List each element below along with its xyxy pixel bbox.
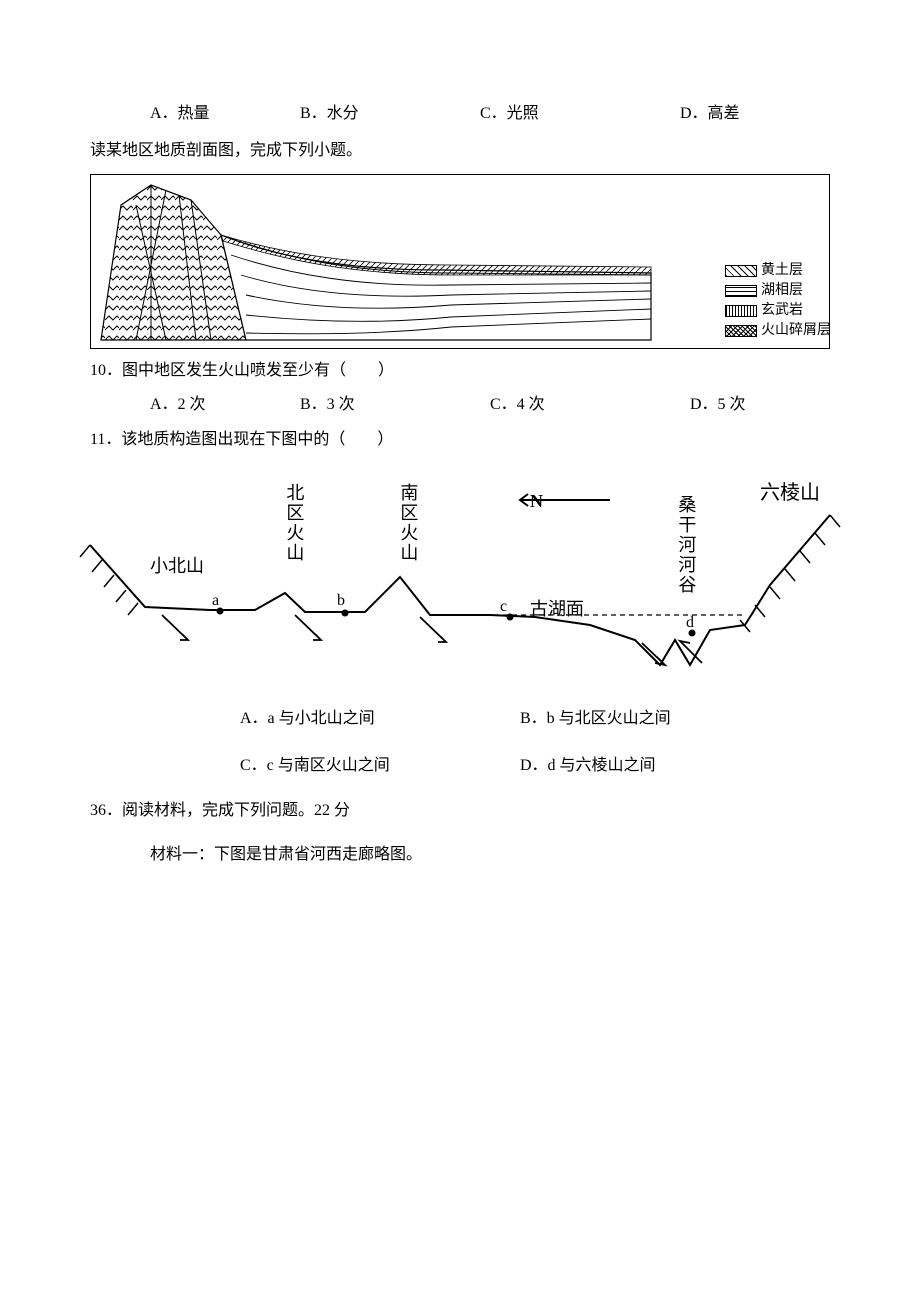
hatch-left xyxy=(80,545,138,615)
legend-swatch-lake xyxy=(725,285,757,297)
q9-option-b: B．水分 xyxy=(300,100,480,129)
geology-cross-section-diagram: 黄土层 湖相层 玄武岩 火山碎屑层 xyxy=(90,174,830,349)
q10-options: A．2 次 B．3 次 C．4 次 D．5 次 xyxy=(150,391,830,420)
q9-option-d: D．高差 xyxy=(680,100,740,129)
q9-option-a: A．热量 xyxy=(150,100,300,129)
legend-label: 湖相层 xyxy=(761,281,803,301)
q36-material1: 材料一：下图是甘肃省河西走廊略图。 xyxy=(150,841,830,870)
label-sangganhe: 桑干河河谷 xyxy=(670,495,702,595)
volcano-body xyxy=(101,185,246,340)
q11-option-a: A．a 与小北山之间 xyxy=(240,705,520,734)
legend-swatch-basalt xyxy=(725,305,757,317)
legend-swatch-pyro xyxy=(725,325,757,337)
q10-option-d: D．5 次 xyxy=(690,391,746,420)
q11-options: A．a 与小北山之间 B．b 与北区火山之间 C．c 与南区火山之间 D．d 与… xyxy=(240,705,830,781)
hatch-right xyxy=(740,515,840,632)
diagram1-legend: 黄土层 湖相层 玄武岩 火山碎屑层 xyxy=(725,261,831,341)
legend-row: 湖相层 xyxy=(725,281,831,301)
label-xiaobeishan: 小北山 xyxy=(150,550,204,582)
label-beiqu: 北区火山 xyxy=(278,483,310,563)
q10-option-c: C．4 次 xyxy=(490,391,690,420)
q9-options: A．热量 B．水分 C．光照 D．高差 xyxy=(150,100,830,129)
q11-option-c: C．c 与南区火山之间 xyxy=(240,752,520,781)
label-liulengshan: 六棱山 xyxy=(760,475,820,511)
q10-option-a: A．2 次 xyxy=(150,391,300,420)
legend-row: 火山碎屑层 xyxy=(725,321,831,341)
legend-label: 玄武岩 xyxy=(761,301,803,321)
profile-line xyxy=(90,515,830,665)
fault-arrows xyxy=(162,615,702,665)
topographic-profile-diagram: 小北山 北区火山 南区火山 古湖面 桑干河河谷 六棱山 N a b c d xyxy=(90,465,830,695)
label-c: c xyxy=(500,593,507,622)
instruction-1: 读某地区地质剖面图，完成下列小题。 xyxy=(90,137,830,166)
label-nanqu: 南区火山 xyxy=(392,483,424,563)
diagram1-svg xyxy=(91,175,831,350)
q36-text: 36．阅读材料，完成下列问题。22 分 xyxy=(90,797,830,826)
q11-option-b: B．b 与北区火山之间 xyxy=(520,705,800,734)
label-a: a xyxy=(212,587,219,616)
legend-row: 玄武岩 xyxy=(725,301,831,321)
label-d: d xyxy=(686,609,694,638)
legend-swatch-loess xyxy=(725,265,757,277)
label-guhumian: 古湖面 xyxy=(530,593,584,625)
q9-option-c: C．光照 xyxy=(480,100,680,129)
q10-text: 10．图中地区发生火山喷发至少有（ ） xyxy=(90,357,830,386)
q10-option-b: B．3 次 xyxy=(300,391,490,420)
legend-label: 黄土层 xyxy=(761,261,803,281)
legend-label: 火山碎屑层 xyxy=(761,321,831,341)
q11-option-d: D．d 与六棱山之间 xyxy=(520,752,800,781)
q11-text: 11．该地质构造图出现在下图中的（ ） xyxy=(90,426,830,455)
label-n: N xyxy=(530,485,543,517)
label-b: b xyxy=(337,587,345,616)
marker-dots xyxy=(217,607,696,636)
legend-row: 黄土层 xyxy=(725,261,831,281)
